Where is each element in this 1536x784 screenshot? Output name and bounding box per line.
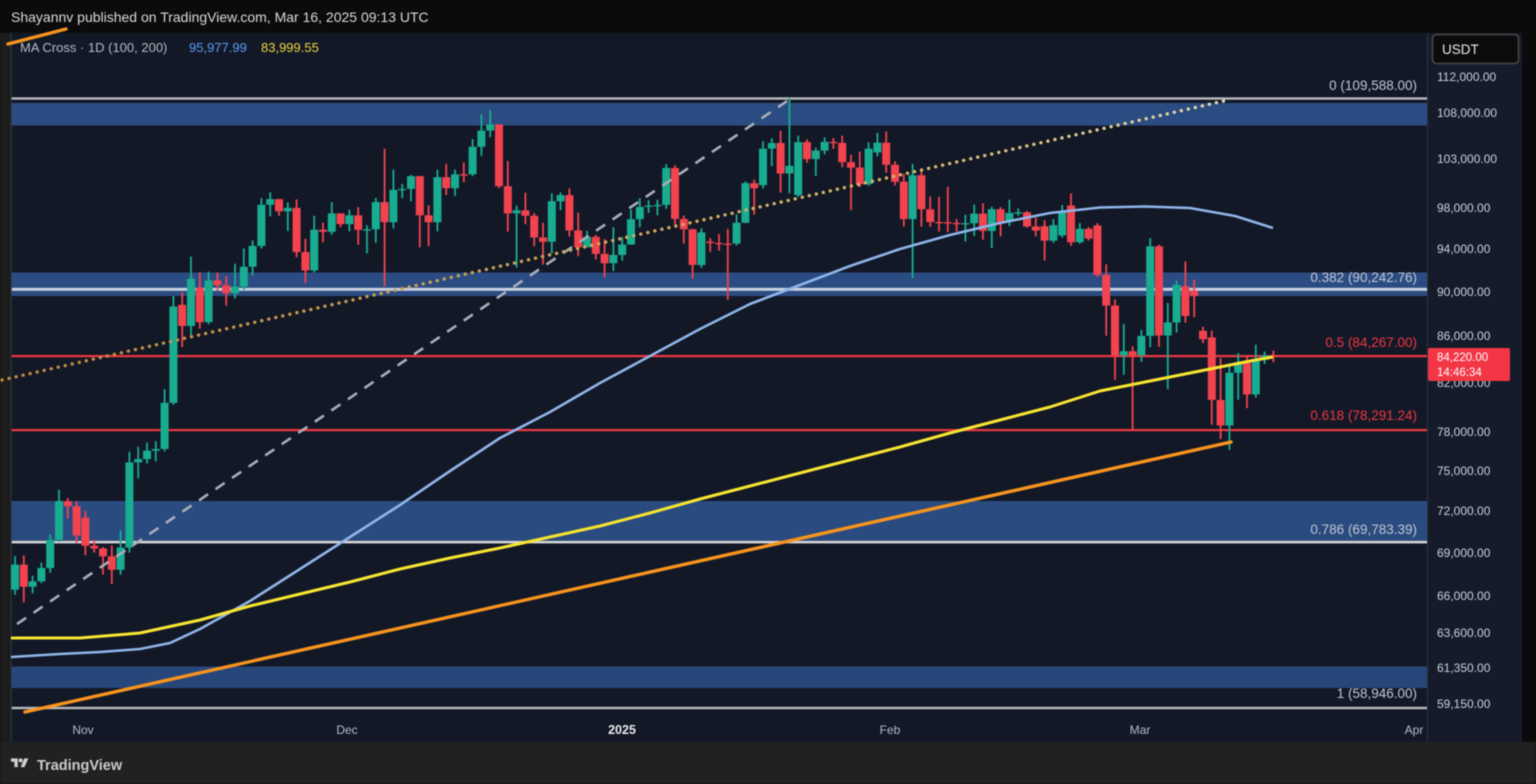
svg-text:86,000.00: 86,000.00 [1437,329,1491,343]
svg-text:Apr: Apr [1405,723,1424,737]
svg-text:75,000.00: 75,000.00 [1437,464,1491,478]
svg-text:66,000.00: 66,000.00 [1437,589,1491,603]
svg-text:1 (58,946.00): 1 (58,946.00) [1337,686,1417,701]
svg-text:MA Cross · 1D (100, 200): MA Cross · 1D (100, 200) [20,40,167,55]
svg-text:0 (109,588.00): 0 (109,588.00) [1329,78,1417,93]
svg-text:USDT: USDT [1442,42,1479,57]
svg-text:0.382 (90,242.76): 0.382 (90,242.76) [1310,270,1417,285]
svg-text:14:46:34: 14:46:34 [1437,367,1482,379]
svg-text:Dec: Dec [336,723,357,737]
svg-text:63,600.00: 63,600.00 [1437,626,1491,640]
svg-text:0.5 (84,267.00): 0.5 (84,267.00) [1325,335,1417,350]
svg-text:78,000.00: 78,000.00 [1437,425,1491,439]
svg-text:90,000.00: 90,000.00 [1437,285,1491,299]
svg-text:Shayannv published on TradingV: Shayannv published on TradingView.com, M… [11,9,429,25]
svg-text:95,977.99: 95,977.99 [189,40,247,55]
svg-text:Nov: Nov [72,723,93,737]
svg-text:59,150.00: 59,150.00 [1437,697,1491,711]
svg-text:98,000.00: 98,000.00 [1437,201,1491,215]
svg-text:84,220.00: 84,220.00 [1437,352,1488,364]
svg-text:69,000.00: 69,000.00 [1437,546,1491,560]
svg-text:72,000.00: 72,000.00 [1437,504,1491,518]
svg-text:2025: 2025 [608,723,636,737]
svg-text:TradingView: TradingView [37,758,123,774]
svg-text:Feb: Feb [880,723,901,737]
svg-text:108,000.00: 108,000.00 [1437,106,1497,120]
svg-text:83,999.55: 83,999.55 [261,40,319,55]
svg-text:0.786 (69,783.39): 0.786 (69,783.39) [1310,522,1417,537]
svg-text:Mar: Mar [1130,723,1151,737]
svg-text:103,000.00: 103,000.00 [1437,152,1497,166]
svg-text:61,350.00: 61,350.00 [1437,661,1491,675]
svg-text:112,000.00: 112,000.00 [1437,70,1496,84]
svg-text:94,000.00: 94,000.00 [1437,242,1491,256]
svg-text:0.618 (78,291.24): 0.618 (78,291.24) [1310,408,1417,423]
